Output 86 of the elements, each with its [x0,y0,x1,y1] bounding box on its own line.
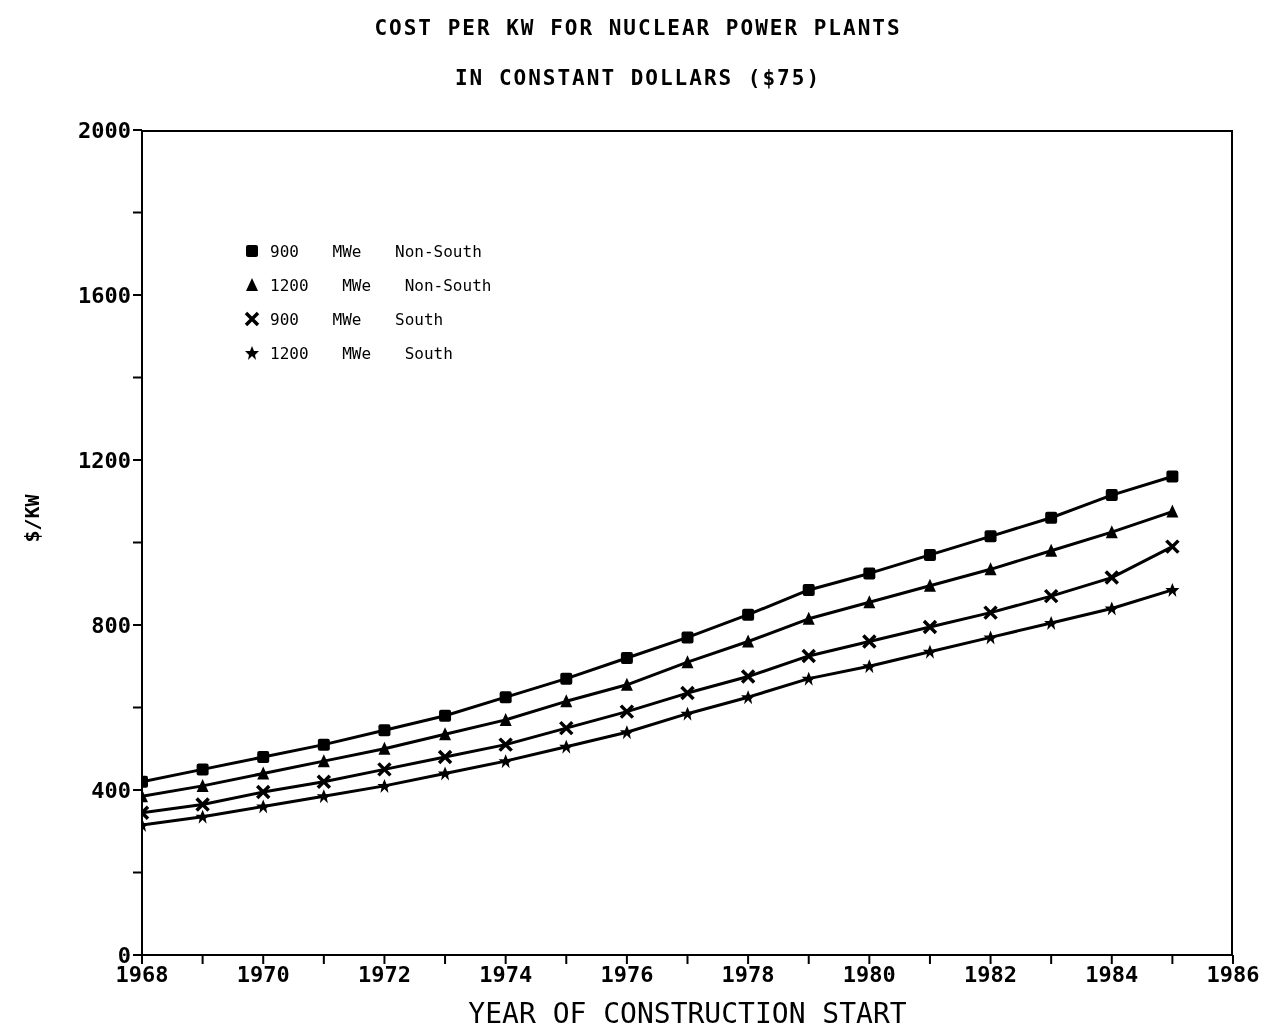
x-tick-label: 1978 [721,961,775,987]
y-tick-label: 1600 [78,282,131,308]
legend-label: 900 MWe Non-South [270,241,482,261]
point [255,784,271,800]
point [196,778,209,792]
point [558,720,575,736]
point [620,652,633,664]
point [317,754,330,768]
point [376,761,393,778]
point [378,724,391,737]
point [982,604,999,621]
point [923,578,936,592]
point [377,778,392,793]
point [437,749,453,765]
y-tick-label: 1200 [78,447,131,473]
x-tick-label: 1972 [357,961,411,987]
point [1045,543,1058,557]
x-axis-title: YEAR OF CONSTRUCTION START [468,997,907,1030]
point [801,671,816,686]
point [680,706,695,721]
point [740,668,756,685]
x-tick-label: 1986 [1206,961,1260,987]
point [863,567,876,580]
point [1105,525,1118,539]
point [679,685,696,701]
point [1105,489,1118,502]
point [1104,569,1120,586]
legend-label: 900 MWe South [270,309,444,329]
legend-label: 1200 MWe South [270,343,453,363]
point [257,766,270,780]
x-tick-label: 1976 [600,961,654,987]
x-tick-label: 1970 [236,961,290,987]
y-axis-title: $/KW [20,493,45,543]
chart-title: COST PER KW FOR NUCLEAR POWER PLANTS [373,16,903,40]
point [741,690,756,705]
x-tick-label: 1982 [964,961,1018,987]
point [922,644,937,659]
point [681,655,694,669]
point [497,736,514,753]
point [863,595,876,609]
point [922,619,938,635]
point [802,611,815,625]
point [256,799,271,814]
legend-label: 1200 MWe Non-South [270,275,492,295]
y-tick-label: 800 [91,612,131,638]
point [195,809,210,824]
point [560,672,573,685]
point [1045,511,1058,524]
point [983,630,998,645]
point [861,633,878,650]
point [862,659,877,674]
point [619,703,635,720]
point [499,712,512,726]
point [1166,470,1179,483]
point [800,648,817,664]
point [984,562,997,576]
point [742,608,755,621]
point [802,583,815,596]
point [499,691,512,704]
chart-subtitle: IN CONSTANT DOLLARS ($75) [453,66,823,90]
point [196,763,209,776]
point [1104,601,1119,616]
point [439,727,452,741]
point [1165,582,1180,597]
x-tick-label: 1984 [1085,961,1139,987]
point [984,530,997,543]
point [378,741,391,755]
point [619,725,634,740]
x-tick-label: 1980 [842,961,896,987]
point [1166,504,1179,518]
y-tick-label: 2000 [78,117,131,143]
point [681,631,694,644]
point [620,677,633,691]
point [316,774,332,790]
point [742,634,755,648]
point [923,548,936,561]
point [317,738,330,751]
point [194,796,211,813]
point [498,754,513,769]
y-tick-label: 400 [91,777,131,803]
point [1164,538,1181,555]
x-tick-label: 1974 [479,961,533,987]
point [1043,588,1059,604]
point [257,751,270,763]
point [439,709,452,722]
point [560,694,573,708]
